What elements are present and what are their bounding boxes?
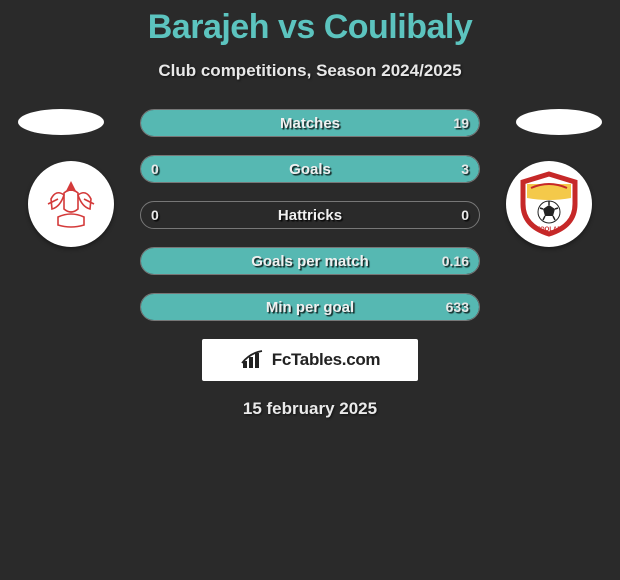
club-crest-right-icon: FOOLAD	[513, 168, 585, 240]
title: Barajeh vs Coulibaly	[0, 0, 620, 47]
source-logo: FcTables.com	[202, 339, 418, 381]
stat-right-value: 3	[461, 156, 469, 182]
player2-name: Coulibaly	[324, 8, 473, 46]
stat-row-goals: 0 Goals 3	[140, 155, 480, 183]
stat-row-mpg: Min per goal 633	[140, 293, 480, 321]
stats-area: FOOLAD Matches 19 0 Goals 3 0 Hattricks …	[0, 109, 620, 419]
flag-right	[516, 109, 602, 135]
stat-right-value: 0.16	[442, 248, 469, 274]
stat-label: Goals per match	[141, 248, 479, 274]
stat-label: Goals	[141, 156, 479, 182]
club-badge-right: FOOLAD	[506, 161, 592, 247]
stat-right-value: 633	[446, 294, 469, 320]
player1-name: Barajeh	[148, 8, 269, 46]
bar-chart-icon	[240, 349, 266, 371]
comparison-card: Barajeh vs Coulibaly Club competitions, …	[0, 0, 620, 580]
stat-row-gpm: Goals per match 0.16	[140, 247, 480, 275]
stat-label: Min per goal	[141, 294, 479, 320]
stat-right-value: 0	[461, 202, 469, 228]
stat-row-matches: Matches 19	[140, 109, 480, 137]
stat-rows: Matches 19 0 Goals 3 0 Hattricks 0 Goals…	[140, 109, 480, 321]
subtitle: Club competitions, Season 2024/2025	[0, 61, 620, 81]
svg-text:FOOLAD: FOOLAD	[536, 227, 562, 233]
club-crest-left-icon	[36, 169, 106, 239]
vs-label: vs	[278, 8, 315, 46]
stat-label: Hattricks	[141, 202, 479, 228]
club-badge-left	[28, 161, 114, 247]
logo-text: FcTables.com	[272, 350, 381, 370]
stat-label: Matches	[141, 110, 479, 136]
stat-right-value: 19	[453, 110, 469, 136]
date-label: 15 february 2025	[0, 399, 620, 419]
flag-left	[18, 109, 104, 135]
stat-row-hattricks: 0 Hattricks 0	[140, 201, 480, 229]
